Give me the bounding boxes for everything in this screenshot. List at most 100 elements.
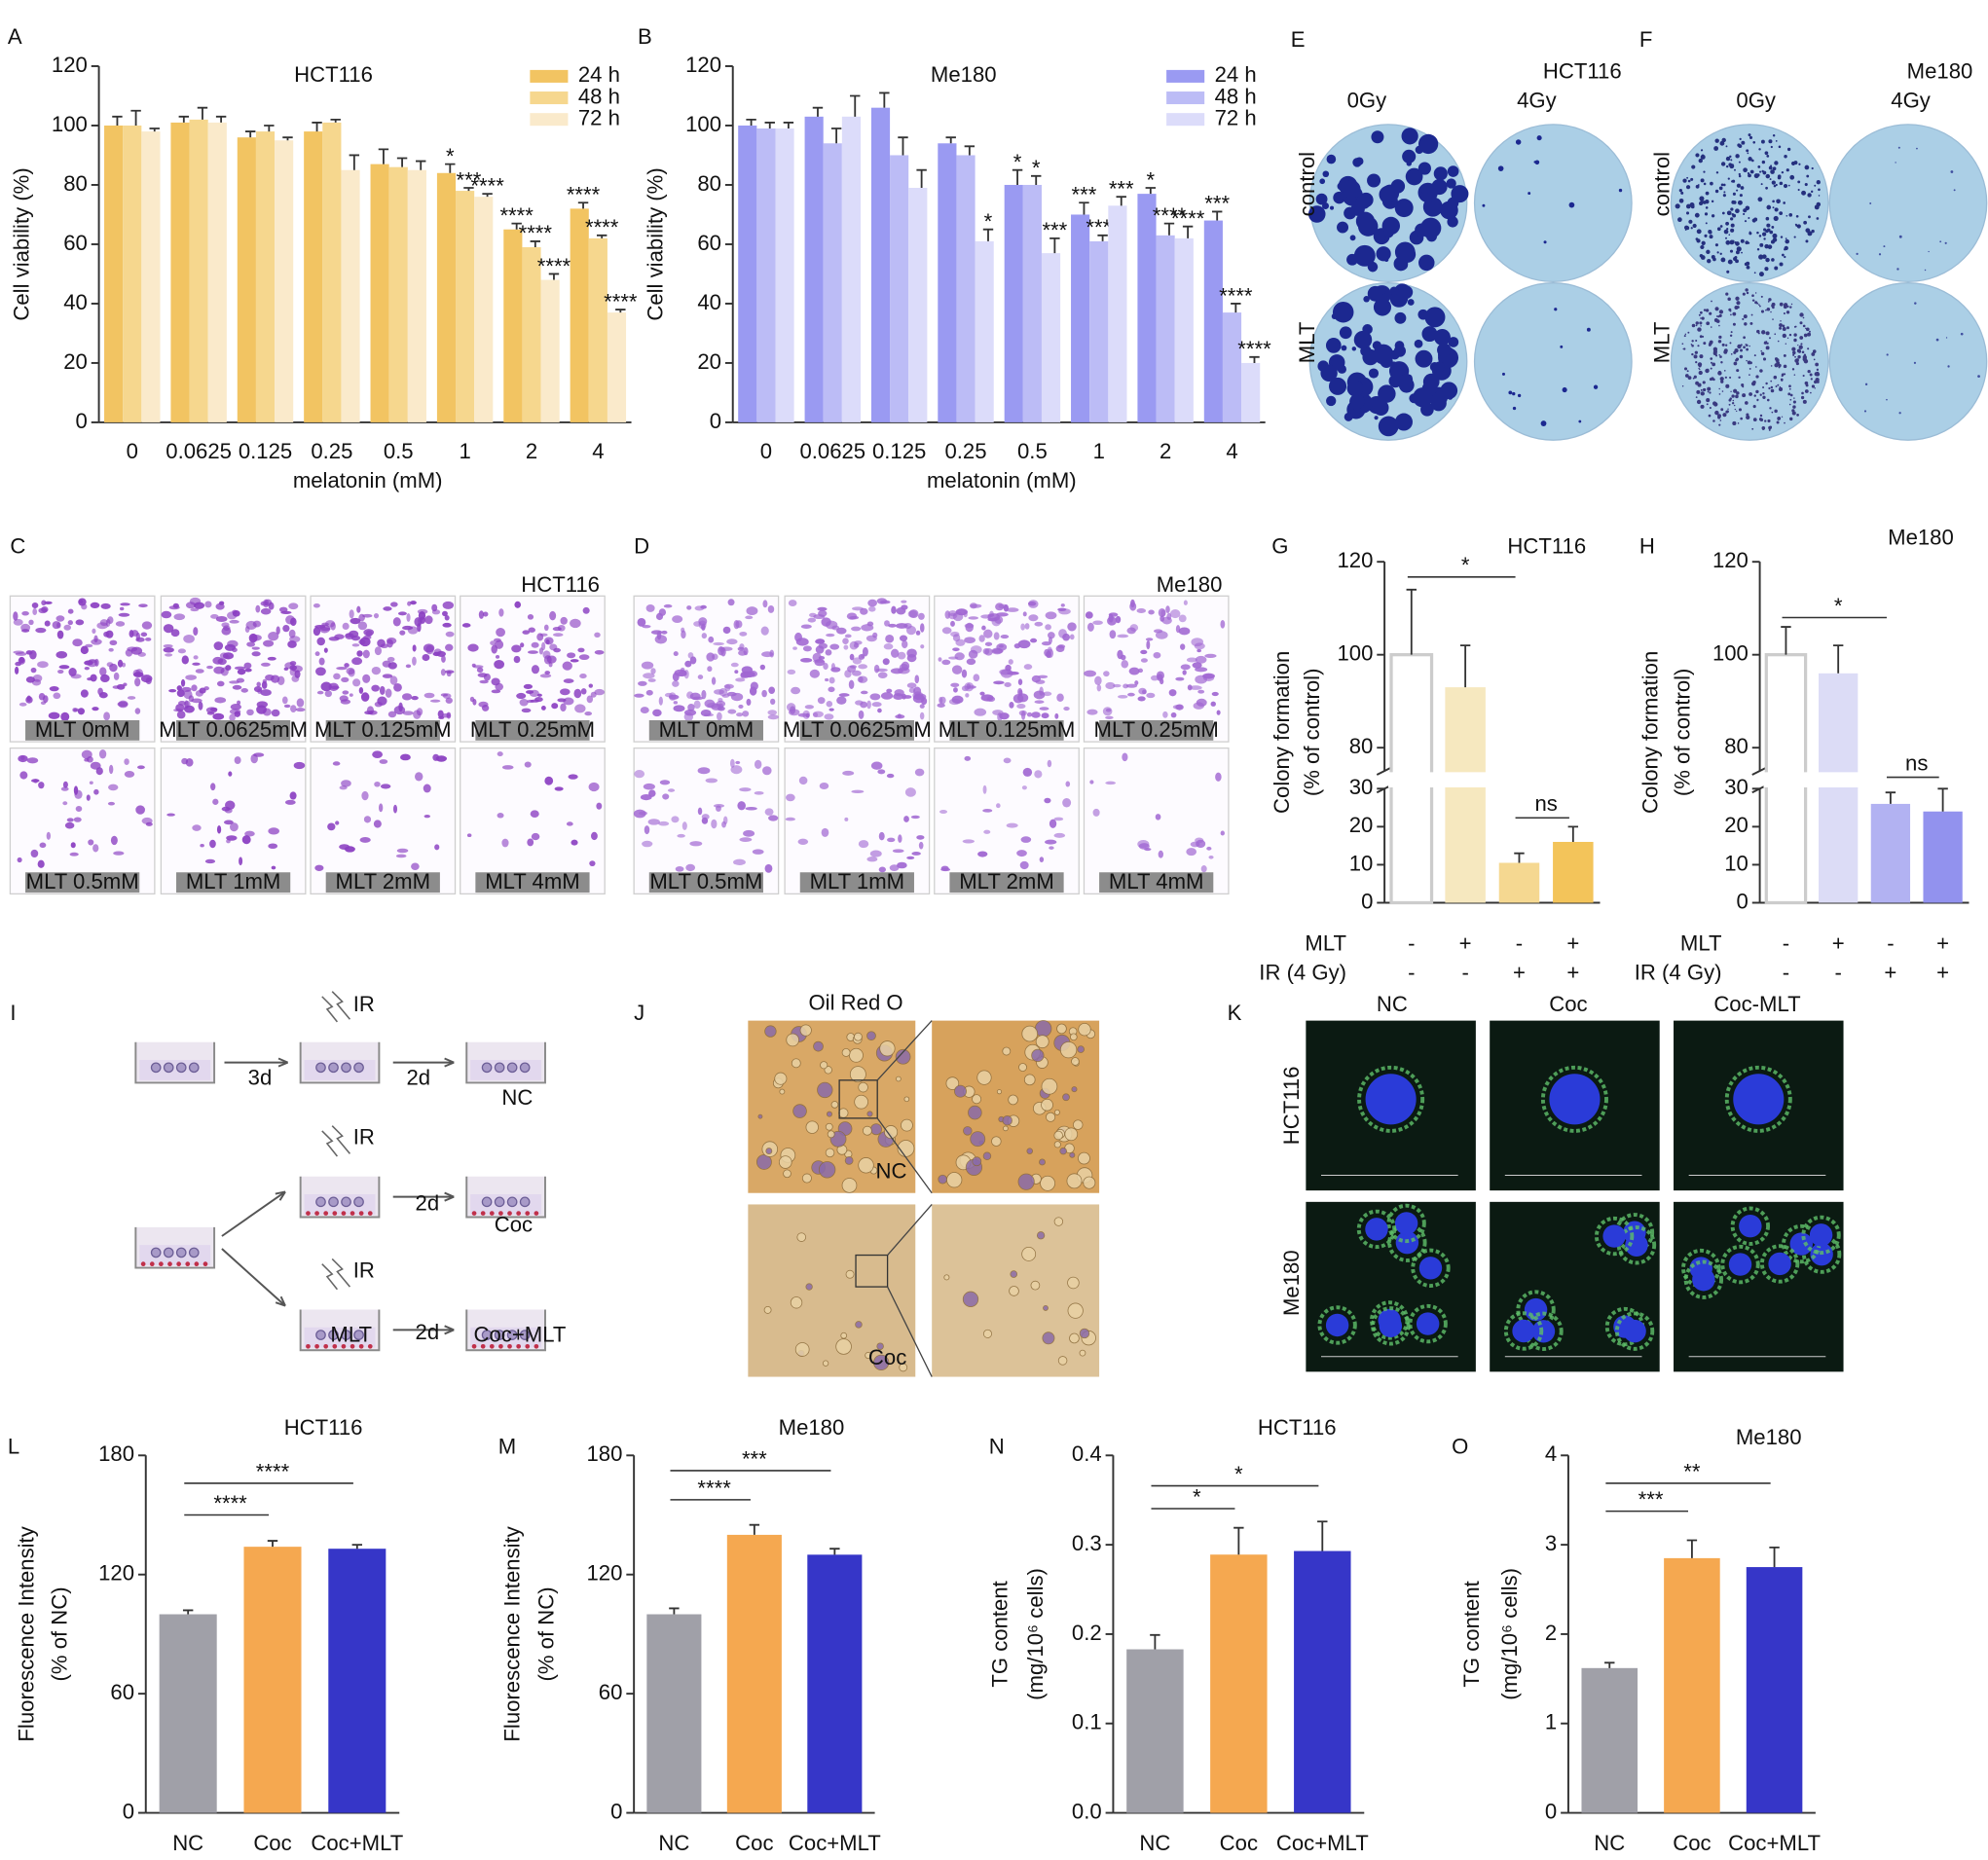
y-axis-label: Fluorescence Intensity [14,1525,38,1741]
stained-cell [1140,649,1148,655]
y-tick-label: 40 [63,290,88,314]
colony [1727,408,1729,411]
lipid-droplet [817,1081,833,1099]
stained-cell [85,643,93,648]
stained-cell [953,687,958,693]
stained-cell [246,641,256,647]
y-tick-label: 120 [587,1561,623,1586]
stained-cell [445,643,454,651]
cell [175,1247,187,1258]
stained-cell [697,807,703,816]
stained-cell [93,635,98,643]
stained-cell [730,765,743,775]
stained-cell [17,857,22,863]
legend-swatch [530,69,569,83]
colony [1730,313,1732,316]
colony [1421,187,1429,195]
stained-cell [405,664,412,669]
colony [1977,375,1980,379]
stained-cell [1017,678,1023,685]
colony [1732,322,1736,326]
y-tick-label: 100 [1337,641,1373,666]
bar [104,125,124,422]
y-tick-label: 120 [1712,548,1749,572]
colony [1743,208,1748,213]
colony [1767,301,1770,303]
stained-cell [996,612,1009,617]
colony [1372,341,1381,350]
x-tick-label: Coc+MLT [311,1831,403,1855]
colony [1394,311,1407,324]
cocultured-cell [489,1343,495,1349]
colony [1768,298,1772,302]
cocultured-cell [516,1343,521,1349]
stained-cell [228,771,233,777]
stained-cell [26,695,31,702]
stained-cell [871,702,882,708]
colony [1789,417,1793,421]
stained-cell [260,689,272,697]
stained-cell [1117,694,1128,699]
cocultured-cell [525,1343,531,1349]
colony [1430,394,1447,412]
y-tick-label: 80 [1724,734,1749,758]
colony [1738,408,1743,412]
cell [163,1247,174,1258]
colony [1815,362,1820,367]
y-axis-label: (mg/10⁶ cells) [1023,1568,1048,1700]
stained-cell [554,786,564,791]
error-bar [1604,1661,1615,1668]
stained-cell [1121,660,1129,669]
stained-cell [846,612,858,620]
stained-cell [349,693,353,697]
colony [1350,201,1365,216]
colony [1715,319,1720,323]
colony [1699,310,1703,314]
stained-cell [984,641,993,646]
colony [1709,311,1712,315]
x-tick-label: Coc+MLT [1728,1831,1821,1855]
stained-cell [904,787,916,797]
colony [1765,309,1767,311]
culture-dish [1670,124,1829,283]
error-bar [182,1609,194,1615]
legend-label: 72 h [578,106,620,130]
cell [353,1196,364,1208]
colony [1701,316,1705,320]
bar [807,1554,863,1813]
lipid-droplet [1018,1063,1027,1072]
stained-cell [204,601,212,608]
lipid-droplet [1043,1305,1049,1311]
image-label-box [1099,719,1214,741]
stained-cell [442,693,452,699]
stained-cell [380,784,391,789]
row-label: MLT [1305,930,1346,955]
stained-cell [357,621,368,631]
stained-cell [195,669,204,674]
stained-cell [580,688,587,695]
colony [1708,414,1712,418]
image-label-box [325,872,440,894]
stained-cell [280,610,292,615]
colony [1805,327,1810,332]
image-label: MLT 0.0625mM [159,717,308,742]
colony [1700,154,1706,160]
stained-cell [431,609,441,615]
nucleus [1394,1212,1418,1235]
significance-label: *** [457,167,482,192]
stained-cell [268,602,275,610]
y-tick-label: 0.3 [1072,1531,1102,1555]
error-bar [1116,196,1126,206]
bar [775,128,794,422]
stained-cell [48,711,60,719]
colony [1733,388,1738,393]
colony [1786,147,1791,152]
colony [1560,345,1564,348]
lipid-stain [1759,1244,1800,1284]
bar [607,312,627,422]
y-tick-label: 20 [697,349,721,374]
stained-cell [983,629,993,638]
bar [1923,811,1963,903]
colony [1718,324,1720,327]
stained-cell [823,662,828,671]
